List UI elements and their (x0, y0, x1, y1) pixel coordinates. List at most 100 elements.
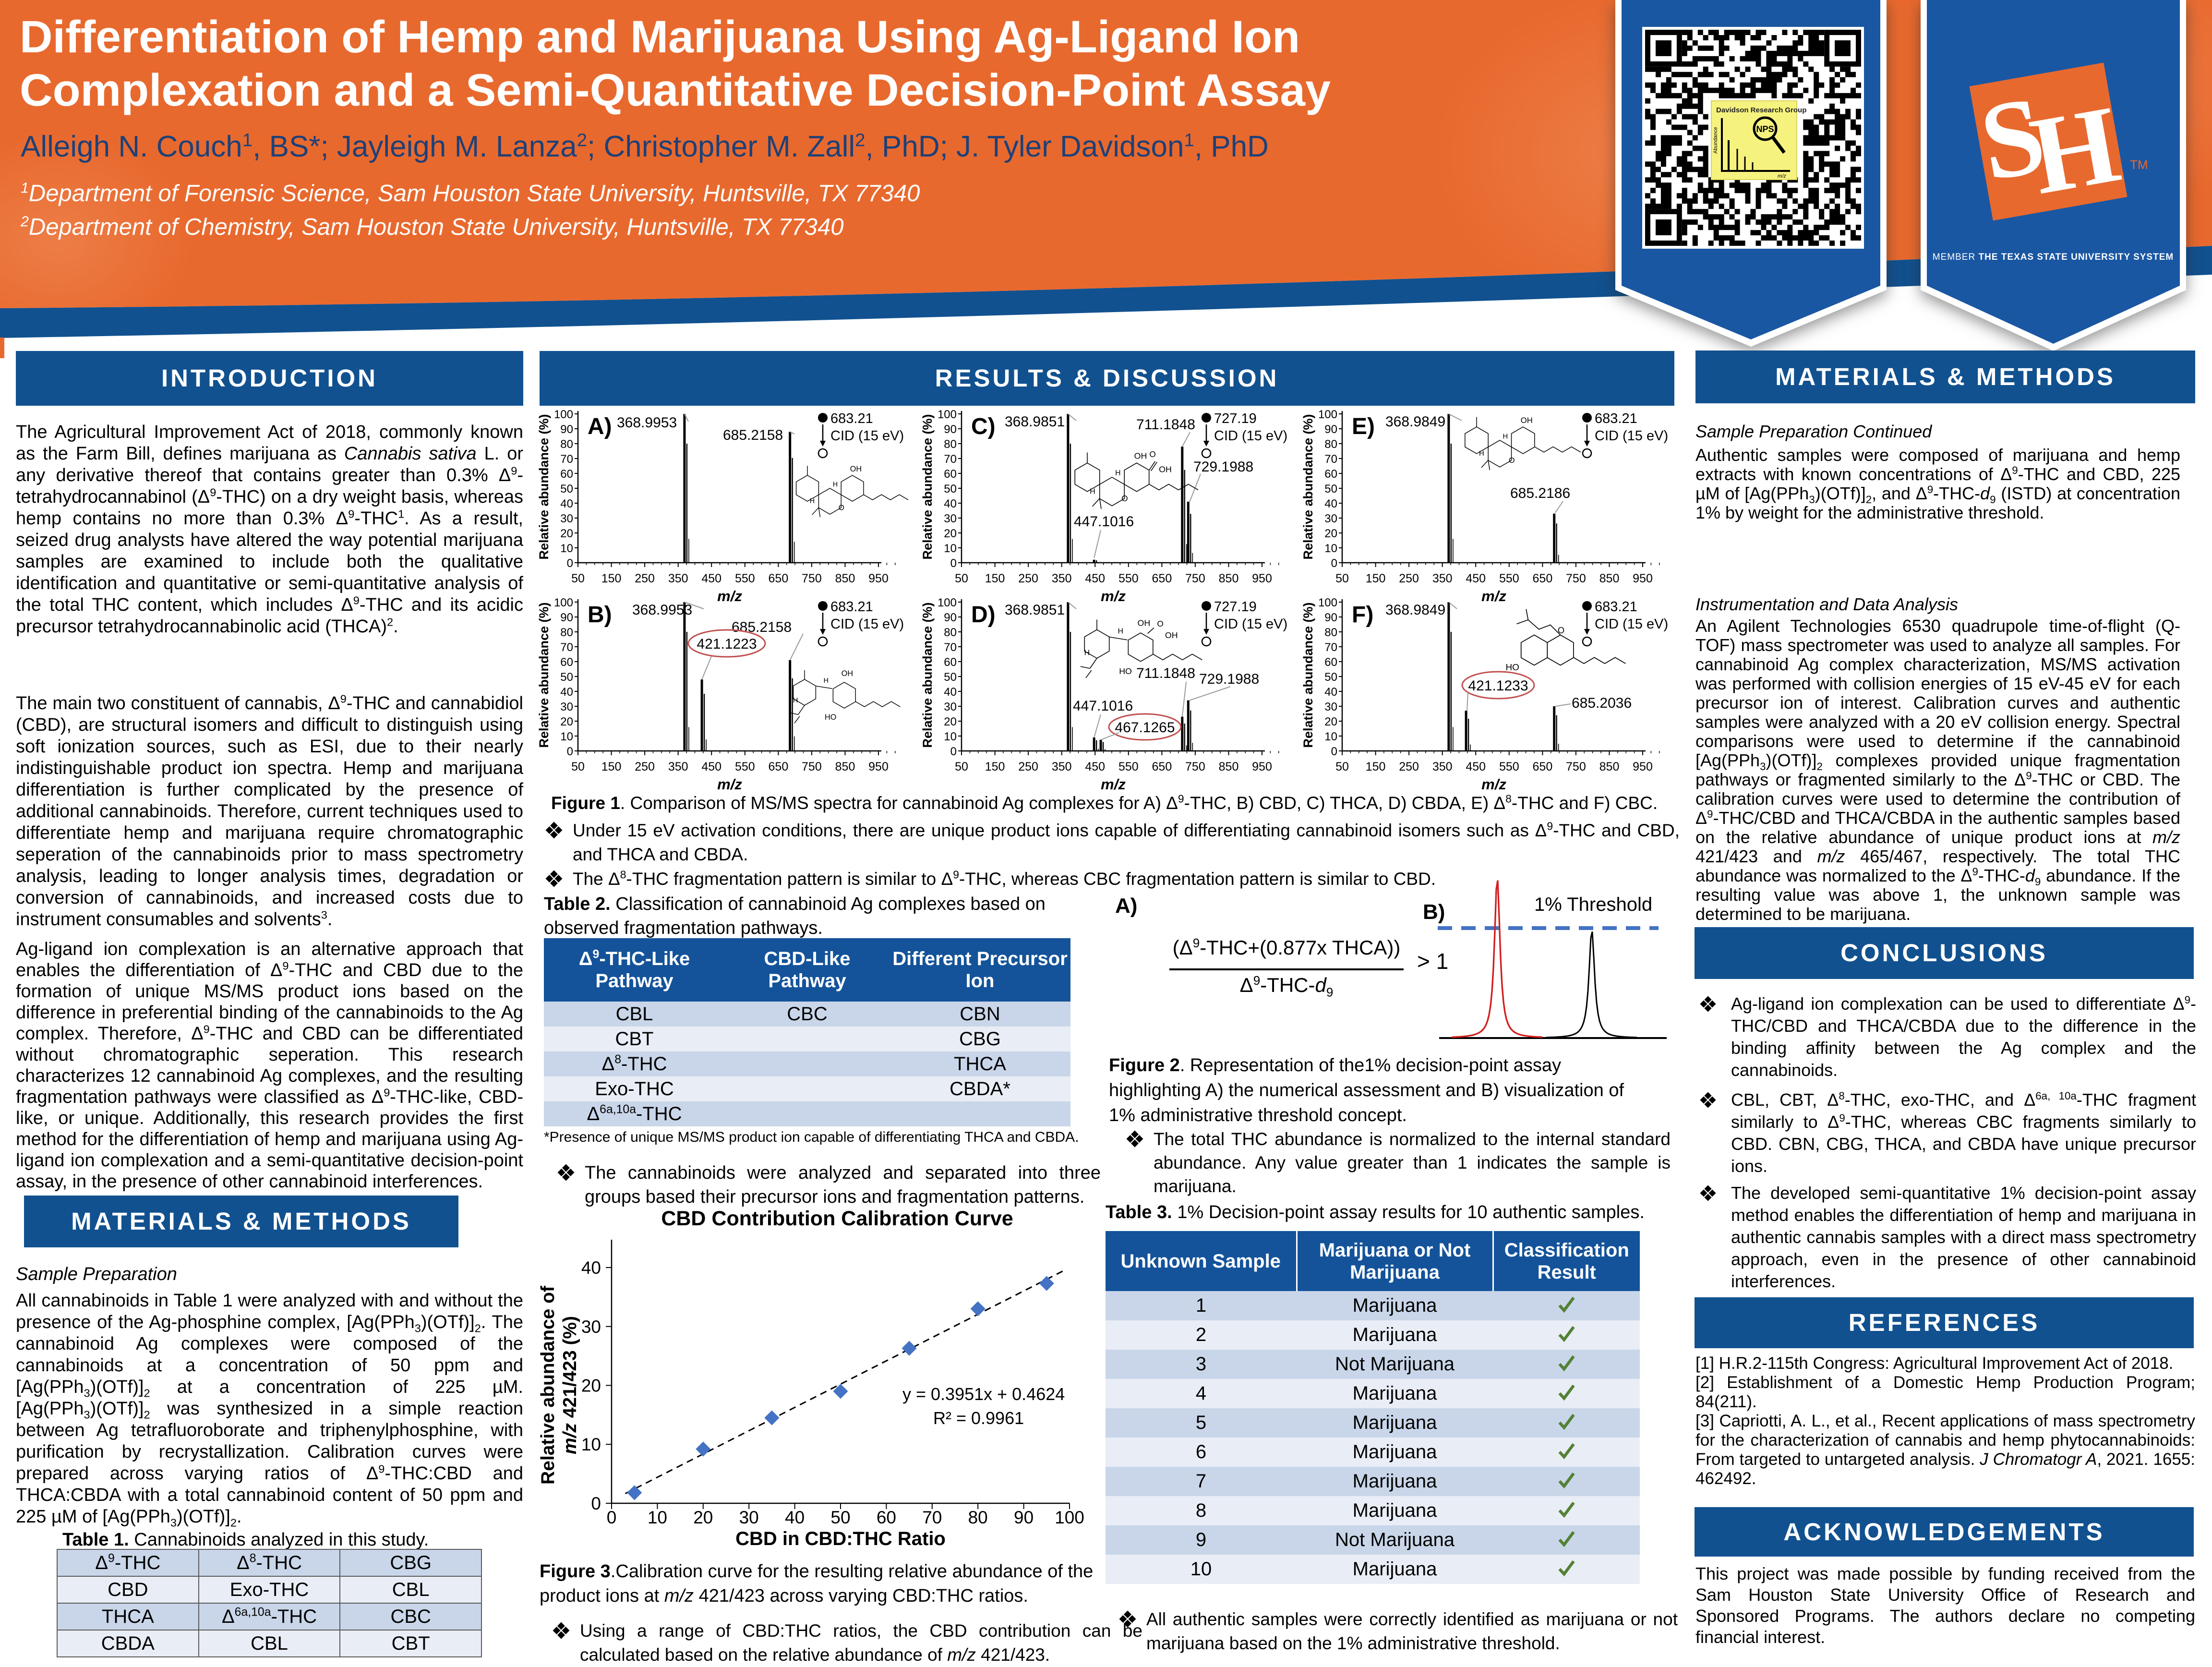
svg-text:727.19: 727.19 (1214, 599, 1257, 615)
svg-text:HO: HO (825, 713, 836, 722)
svg-text:O: O (1558, 626, 1564, 635)
svg-text:H: H (1503, 433, 1508, 440)
svg-text:Relative abundance (%): Relative abundance (%) (1301, 602, 1315, 748)
svg-text:683.21: 683.21 (830, 599, 873, 615)
svg-text:Relative abundance (%): Relative abundance (%) (537, 414, 551, 559)
svg-text:950: 950 (1633, 760, 1653, 773)
svg-text:450: 450 (701, 760, 721, 773)
svg-text:m/z: m/z (1481, 588, 1506, 604)
svg-text:50: 50 (571, 760, 585, 773)
svg-text:20: 20 (944, 527, 957, 540)
svg-text:421.1223: 421.1223 (697, 636, 757, 652)
svg-text:D): D) (971, 602, 996, 628)
svg-text:60: 60 (877, 1508, 896, 1527)
svg-text:H: H (2022, 82, 2128, 217)
svg-text:50: 50 (1335, 760, 1349, 773)
svg-text:750: 750 (1566, 760, 1586, 773)
svg-text:60: 60 (560, 468, 573, 481)
svg-text:750: 750 (1185, 572, 1205, 585)
svg-text:60: 60 (1324, 656, 1337, 669)
svg-text:50: 50 (571, 572, 585, 585)
svg-text:100: 100 (1055, 1508, 1084, 1527)
svg-text:O: O (1157, 619, 1163, 628)
svg-text:650: 650 (769, 760, 789, 773)
svg-text:90: 90 (560, 423, 573, 436)
svg-text:750: 750 (802, 760, 822, 773)
svg-text:850: 850 (1219, 572, 1239, 585)
svg-text:30: 30 (1324, 512, 1337, 525)
svg-text:H: H (793, 697, 798, 704)
svg-text:90: 90 (1014, 1508, 1034, 1527)
svg-text:0: 0 (567, 557, 573, 570)
svg-text:m/z: m/z (1101, 588, 1126, 604)
svg-text:90: 90 (1324, 423, 1337, 436)
svg-text:O: O (839, 504, 844, 512)
svg-text:50: 50 (1335, 572, 1349, 585)
svg-text:CID (15 eV): CID (15 eV) (1595, 428, 1668, 444)
svg-text:950: 950 (1252, 760, 1272, 773)
svg-text:CID (15 eV): CID (15 eV) (1214, 428, 1287, 444)
svg-text:O: O (1121, 494, 1128, 503)
svg-text:OH: OH (842, 669, 853, 678)
svg-text:R² = 0.9961: R² = 0.9961 (933, 1408, 1024, 1428)
svg-text:H: H (1479, 450, 1484, 458)
svg-text:0: 0 (607, 1508, 617, 1527)
svg-text:E): E) (1352, 414, 1375, 439)
svg-text:150: 150 (601, 572, 622, 585)
svg-text:350: 350 (1432, 572, 1453, 585)
svg-text:NPS: NPS (1756, 124, 1774, 134)
svg-text:368.9849: 368.9849 (1385, 414, 1445, 430)
svg-text:683.21: 683.21 (1595, 599, 1637, 615)
svg-text:OH: OH (1137, 618, 1150, 628)
svg-text:447.1016: 447.1016 (1074, 514, 1134, 530)
svg-text:50: 50 (830, 1508, 850, 1527)
svg-text:10: 10 (944, 730, 957, 743)
svg-text:O: O (1149, 449, 1155, 459)
svg-text:450: 450 (701, 572, 721, 585)
svg-text:30: 30 (560, 701, 573, 713)
svg-text:30: 30 (944, 701, 957, 713)
svg-text:20: 20 (1324, 527, 1337, 540)
svg-text:H: H (1115, 469, 1120, 477)
svg-text:50: 50 (1324, 483, 1337, 495)
svg-text:550: 550 (1118, 572, 1139, 585)
svg-text:TM: TM (2130, 157, 2148, 172)
svg-text:711.1848: 711.1848 (1136, 665, 1195, 681)
svg-text:100: 100 (554, 408, 573, 421)
svg-text:729.1988: 729.1988 (1199, 671, 1259, 687)
svg-text:90: 90 (1324, 611, 1337, 624)
svg-text:40: 40 (944, 686, 957, 699)
svg-text:0: 0 (1331, 557, 1337, 570)
svg-text:30: 30 (560, 512, 573, 525)
svg-text:H: H (1118, 628, 1123, 636)
svg-text:60: 60 (944, 468, 957, 481)
svg-text:750: 750 (1566, 572, 1586, 585)
svg-text:850: 850 (1599, 572, 1620, 585)
svg-text:368.9849: 368.9849 (1385, 602, 1445, 618)
svg-text:20: 20 (693, 1508, 713, 1527)
svg-text:40: 40 (785, 1508, 805, 1527)
svg-text:H: H (810, 497, 815, 505)
svg-text:650: 650 (1533, 760, 1553, 773)
svg-text:70: 70 (944, 641, 957, 654)
svg-text:30: 30 (581, 1317, 601, 1337)
svg-text:CID (15 eV): CID (15 eV) (1595, 616, 1668, 632)
svg-text:250: 250 (1399, 760, 1419, 773)
svg-text:100: 100 (938, 596, 957, 609)
svg-text:H: H (833, 481, 838, 488)
svg-text:OH: OH (1521, 416, 1533, 425)
svg-text:20: 20 (1324, 715, 1337, 728)
svg-text:150: 150 (985, 760, 1005, 773)
svg-text:C): C) (971, 414, 996, 439)
svg-text:50: 50 (560, 483, 573, 495)
svg-text:683.21: 683.21 (1595, 411, 1637, 426)
svg-text:y = 0.3951x + 0.4624: y = 0.3951x + 0.4624 (902, 1384, 1065, 1404)
svg-text:OH: OH (1134, 451, 1147, 461)
svg-text:950: 950 (1633, 572, 1653, 585)
svg-text:10: 10 (944, 542, 957, 555)
svg-text:20: 20 (944, 715, 957, 728)
svg-text:70: 70 (560, 453, 573, 466)
svg-text:50: 50 (944, 671, 957, 684)
svg-text:60: 60 (560, 656, 573, 669)
svg-text:m/z: m/z (717, 776, 742, 793)
